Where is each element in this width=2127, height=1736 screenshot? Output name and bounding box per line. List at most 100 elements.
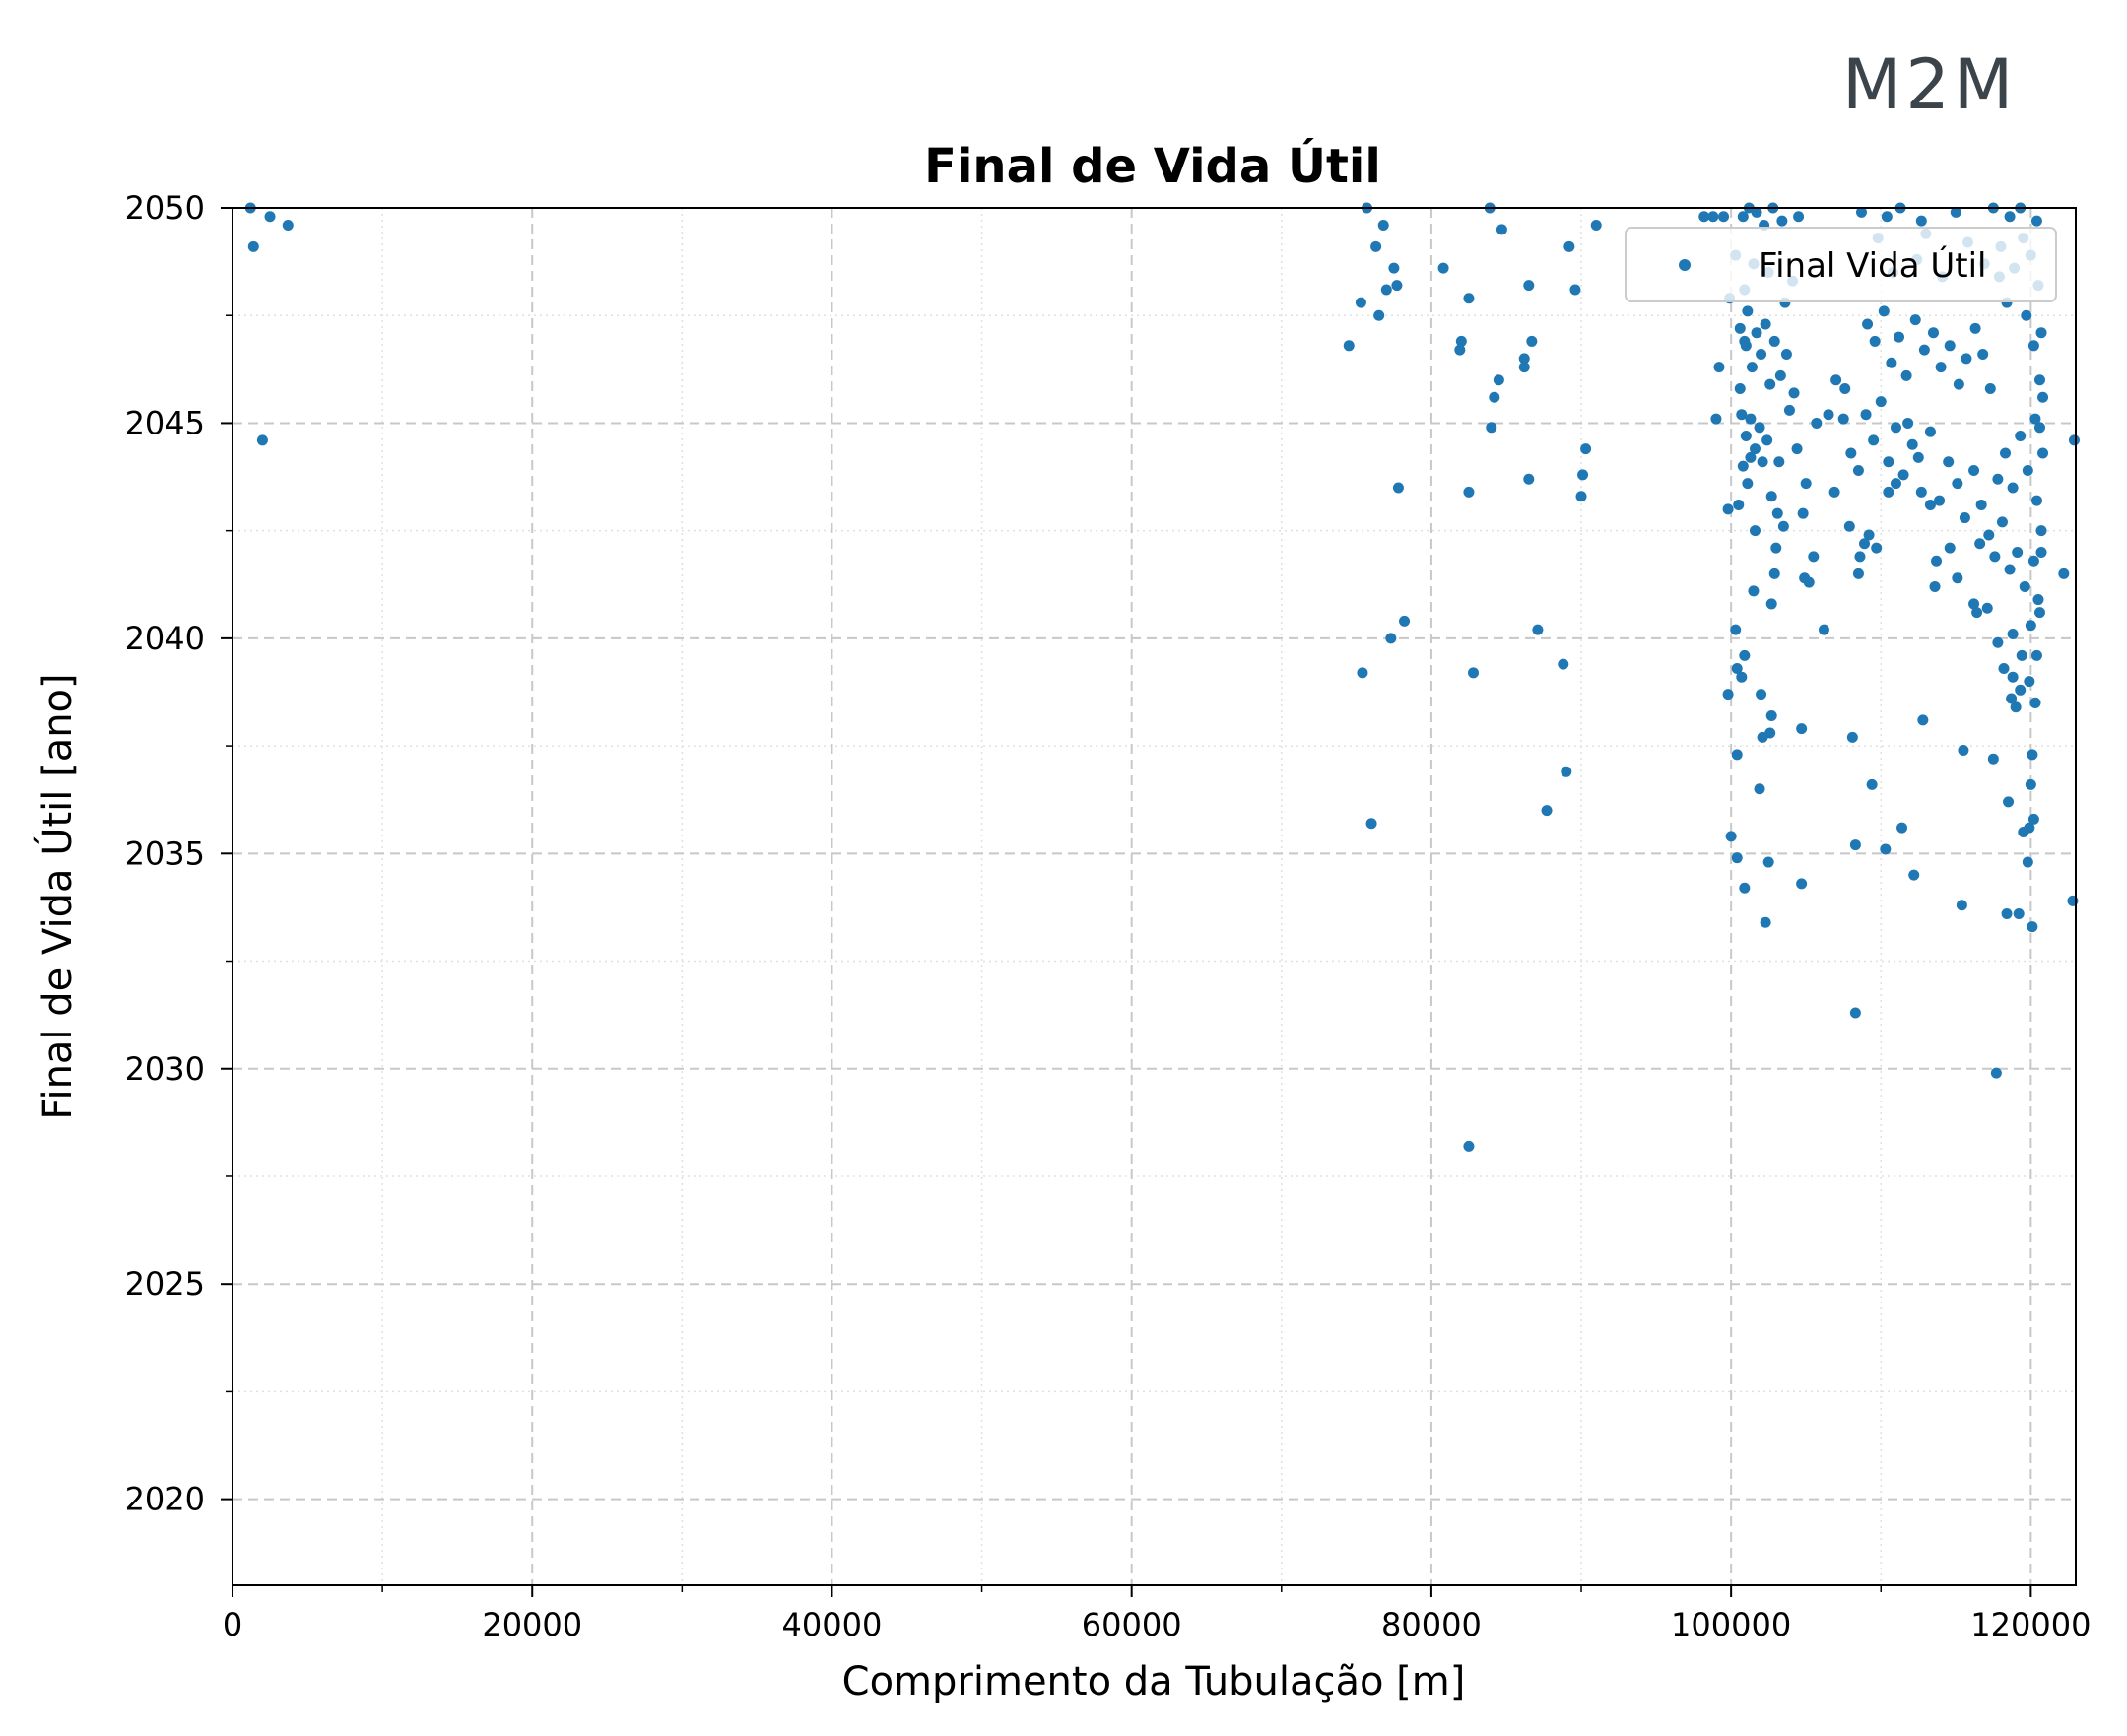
data-point: [1961, 353, 1972, 365]
data-point: [1883, 456, 1894, 468]
data-point: [1981, 602, 1993, 614]
grid: [232, 207, 2076, 1585]
data-point: [1908, 869, 1920, 881]
data-point: [1707, 211, 1719, 223]
legend-marker: [1679, 259, 1691, 271]
data-point: [1897, 469, 1909, 481]
data-point: [1765, 710, 1777, 722]
y-tick-label: 2020: [125, 1481, 205, 1518]
data-point: [1561, 766, 1572, 777]
data-point: [1385, 633, 1397, 644]
data-point: [1868, 434, 1880, 446]
data-point: [1902, 417, 1914, 429]
data-point: [2027, 813, 2039, 825]
data-point: [2058, 568, 2070, 579]
data-point: [1463, 293, 1475, 304]
data-point: [1388, 262, 1400, 274]
data-point: [2035, 327, 2047, 339]
data-point: [2027, 340, 2039, 352]
data-point: [1929, 580, 1941, 592]
x-tick-label: 120000: [1970, 1606, 2091, 1643]
data-point: [1944, 542, 1956, 554]
data-point: [1713, 362, 1725, 373]
data-point: [1734, 322, 1746, 334]
data-point: [1771, 507, 1783, 519]
data-point: [264, 211, 276, 223]
chart-title: Final de Vida Útil: [924, 138, 1381, 194]
data-point: [1742, 305, 1754, 317]
y-tick-label: 2040: [125, 620, 205, 657]
data-point: [1992, 473, 2004, 485]
data-point: [2004, 211, 2016, 223]
data-point: [1875, 396, 1887, 408]
data-point: [2007, 629, 2019, 640]
data-point: [2033, 422, 2045, 434]
data-point: [1756, 349, 1767, 361]
data-point: [1886, 357, 1897, 368]
data-point: [1764, 378, 1776, 390]
data-point: [1377, 219, 1389, 231]
x-tick-label: 100000: [1671, 1606, 1791, 1643]
data-point: [2024, 822, 2035, 834]
data-point: [1455, 335, 1467, 347]
data-point: [2022, 464, 2033, 476]
data-point: [1917, 714, 1929, 726]
data-point: [1541, 805, 1553, 817]
data-point: [2037, 391, 2049, 403]
data-point: [1577, 469, 1589, 481]
data-point: [2006, 693, 2018, 704]
data-point: [1968, 598, 1980, 610]
x-axis-label: Comprimento da Tubulação [m]: [842, 1659, 1466, 1704]
data-point: [1927, 327, 1939, 339]
data-point: [1493, 374, 1504, 386]
data-point: [1463, 486, 1475, 498]
data-point: [1737, 211, 1749, 223]
data-point: [1944, 340, 1956, 352]
data-point: [1343, 340, 1355, 352]
data-point: [1768, 568, 1780, 579]
data-point: [256, 434, 268, 446]
data-point: [1745, 413, 1757, 425]
data-point: [2013, 907, 2025, 919]
y-axis-ticks: 2020 2025 2030 2035 2040 2045 2050: [125, 189, 233, 1518]
data-point: [1468, 667, 1480, 679]
data-point: [1958, 744, 1969, 756]
data-point: [2027, 749, 2038, 761]
data-point: [1975, 499, 1987, 510]
x-tick-label: 80000: [1381, 1606, 1482, 1643]
data-point: [1754, 422, 1765, 434]
data-point: [1518, 362, 1530, 373]
data-point: [1590, 219, 1602, 231]
data-point: [1764, 727, 1776, 739]
data-point: [1710, 413, 1722, 425]
data-point: [1765, 598, 1777, 610]
data-point: [1730, 624, 1742, 635]
data-point: [1983, 529, 1995, 541]
data-point: [2033, 374, 2045, 386]
data-point: [2021, 309, 2032, 321]
data-point: [1998, 662, 2010, 674]
data-point: [1718, 211, 1730, 223]
x-tick-label: 20000: [482, 1606, 582, 1643]
data-point: [1855, 206, 1867, 218]
data-point: [1950, 206, 1961, 218]
data-point: [2015, 431, 2027, 442]
data-point: [1365, 818, 1377, 830]
data-point: [1725, 831, 1737, 842]
data-point: [282, 219, 294, 231]
data-point: [1912, 451, 1924, 463]
data-point: [1768, 335, 1780, 347]
data-point: [1996, 516, 2008, 528]
data-point: [1800, 478, 1812, 490]
data-point: [1943, 456, 1955, 468]
y-tick-label: 2045: [125, 404, 205, 441]
y-tick-label: 2050: [125, 189, 205, 227]
data-point: [1793, 211, 1805, 223]
data-point: [1791, 443, 1803, 455]
data-point: [1489, 391, 1500, 403]
data-point: [1722, 503, 1734, 515]
data-point: [1883, 486, 1894, 498]
legend: Final Vida Útil: [1625, 227, 2057, 302]
data-point: [2024, 676, 2035, 688]
